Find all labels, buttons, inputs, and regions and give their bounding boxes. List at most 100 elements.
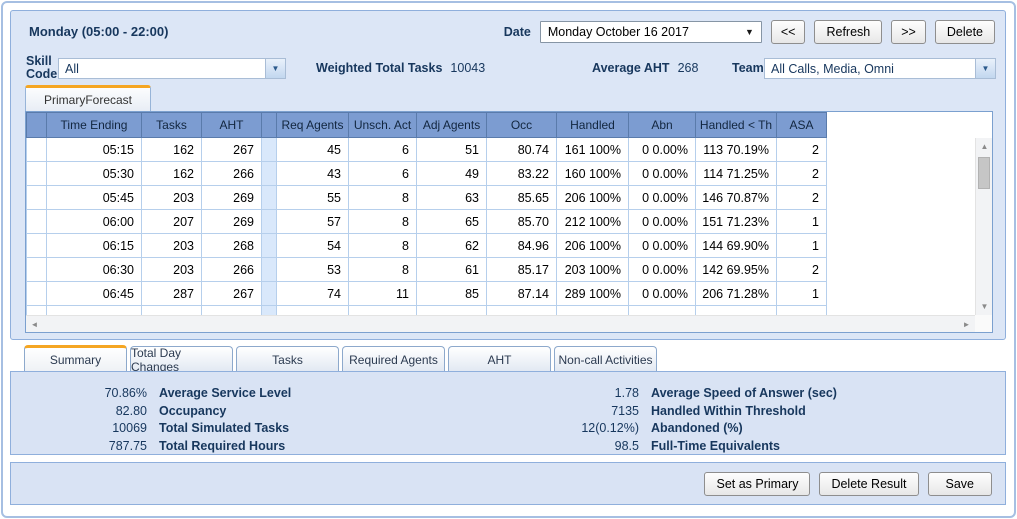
tab-total-day-changes[interactable]: Total Day Changes: [130, 346, 233, 374]
delete-result-button[interactable]: Delete Result: [819, 471, 919, 496]
cell-unsch-act: 8: [348, 257, 417, 282]
table-row[interactable]: 05:30 162 266 43 6 49 83.22 160 100% 0 0…: [26, 161, 827, 186]
cell-adj-agents: 63: [416, 185, 487, 210]
set-as-primary-button[interactable]: Set as Primary: [704, 471, 811, 496]
summary-right-column: 1.78 Average Speed of Answer (sec) 7135 …: [503, 385, 837, 454]
filters-row: Skill Code All ▼ Weighted Total Tasks 10…: [11, 53, 1005, 89]
cell-tasks: 203: [141, 233, 202, 258]
cell-handled-th: 114 71.25%: [695, 161, 777, 186]
cell-asa: 2: [776, 137, 827, 162]
cell-asa: [776, 305, 827, 315]
scroll-right-icon[interactable]: ►: [962, 320, 971, 329]
cell-occ: 80.74: [486, 137, 557, 162]
refresh-button[interactable]: Refresh: [814, 20, 883, 44]
cell-aht: [201, 305, 262, 315]
cell-asa: 2: [776, 185, 827, 210]
cell-aht: 267: [201, 137, 262, 162]
summary-item: 787.75 Total Required Hours: [11, 438, 503, 455]
weighted-total-tasks: Weighted Total Tasks 10043: [316, 61, 485, 75]
date-select[interactable]: Monday October 16 2017 ▼: [539, 21, 762, 43]
chevron-down-icon[interactable]: ▼: [975, 59, 995, 78]
cell-handled: 160 100%: [556, 161, 629, 186]
cell-abn: 0 0.00%: [628, 281, 696, 306]
forecast-grid: Time Ending Tasks AHT Req Agents Unsch. …: [25, 111, 993, 333]
cell-unsch-act: 8: [348, 185, 417, 210]
save-button[interactable]: Save: [927, 471, 992, 496]
summary-value: 82.80: [115, 403, 147, 418]
cell-time-ending: 05:30: [46, 161, 142, 186]
summary-label: Handled Within Threshold: [651, 403, 806, 418]
summary-label: Total Simulated Tasks: [159, 421, 290, 436]
table-row[interactable]: 05:45 203 269 55 8 63 85.65 206 100% 0 0…: [26, 185, 827, 210]
page-title: Monday (05:00 - 22:00): [29, 24, 169, 39]
row-selector-cell: [26, 185, 47, 210]
header-asa: ASA: [776, 112, 827, 138]
separator-cell: [261, 281, 277, 306]
average-aht-label: Average AHT: [592, 61, 670, 75]
tab-required-agents[interactable]: Required Agents: [342, 346, 445, 372]
cell-time-ending: 06:00: [46, 209, 142, 234]
cell-handled: [556, 305, 629, 315]
cell-req-agents: 45: [276, 137, 349, 162]
cell-aht: 269: [201, 209, 262, 234]
summary-item: 98.5 Full-Time Equivalents: [503, 438, 837, 455]
chevron-down-icon: ▼: [744, 27, 754, 37]
tab-non-call-activities[interactable]: Non-call Activities: [554, 346, 657, 372]
cell-adj-agents: [416, 305, 487, 315]
scroll-down-icon[interactable]: ▼: [980, 302, 989, 311]
vertical-scrollbar[interactable]: ▲ ▼: [975, 138, 992, 315]
table-row[interactable]: 05:15 162 267 45 6 51 80.74 161 100% 0 0…: [26, 137, 827, 162]
grid-viewport: Time Ending Tasks AHT Req Agents Unsch. …: [26, 112, 975, 315]
tab-aht[interactable]: AHT: [448, 346, 551, 372]
skill-code-combobox[interactable]: All ▼: [58, 58, 286, 79]
separator-cell: [261, 257, 277, 282]
cell-asa: 1: [776, 209, 827, 234]
summary-label: Full-Time Equivalents: [651, 438, 780, 453]
row-selector-cell: [26, 257, 47, 282]
cell-abn: 0 0.00%: [628, 209, 696, 234]
cell-time-ending: 06:15: [46, 233, 142, 258]
cell-aht: 269: [201, 185, 262, 210]
summary-label: Occupancy: [159, 403, 227, 418]
vertical-scroll-thumb[interactable]: [978, 157, 990, 189]
summary-value: 787.75: [108, 438, 147, 453]
separator-cell: [261, 209, 277, 234]
cell-handled: 212 100%: [556, 209, 629, 234]
delete-button[interactable]: Delete: [934, 20, 995, 44]
tab-tasks[interactable]: Tasks: [236, 346, 339, 372]
table-row[interactable]: 06:30 203 266 53 8 61 85.17 203 100% 0 0…: [26, 257, 827, 282]
cell-handled-th: 144 69.90%: [695, 233, 777, 258]
team-combobox[interactable]: All Calls, Media, Omni ▼: [764, 58, 996, 79]
table-row[interactable]: 06:00 207 269 57 8 65 85.70 212 100% 0 0…: [26, 209, 827, 234]
tab-primary-forecast[interactable]: PrimaryForecast: [25, 85, 151, 111]
cell-abn: [628, 305, 696, 315]
cell-tasks: 203: [141, 257, 202, 282]
cell-handled-th: 113 70.19%: [695, 137, 777, 162]
tab-summary[interactable]: Summary: [24, 345, 127, 372]
table-row[interactable]: 06:45 287 267 74 11 85 87.14 289 100% 0 …: [26, 281, 827, 306]
table-row[interactable]: [26, 305, 827, 315]
table-row[interactable]: 06:15 203 268 54 8 62 84.96 206 100% 0 0…: [26, 233, 827, 258]
cell-occ: 84.96: [486, 233, 557, 258]
header-req-agents: Req Agents: [276, 112, 349, 138]
cell-handled: 161 100%: [556, 137, 629, 162]
cell-tasks: 162: [141, 137, 202, 162]
scroll-up-icon[interactable]: ▲: [980, 142, 989, 151]
separator-cell: [261, 305, 277, 315]
row-selector-cell: [26, 233, 47, 258]
row-selector-cell: [26, 209, 47, 234]
header-separator: [261, 112, 277, 138]
forecast-table-body: 05:15 162 267 45 6 51 80.74 161 100% 0 0…: [26, 137, 827, 315]
header-blank: [26, 112, 47, 138]
cell-req-agents: 54: [276, 233, 349, 258]
header-handled: Handled: [556, 112, 629, 138]
previous-day-button[interactable]: <<: [770, 20, 806, 44]
team-value: All Calls, Media, Omni: [771, 61, 894, 76]
next-day-button[interactable]: >>: [891, 20, 926, 44]
chevron-down-icon[interactable]: ▼: [265, 59, 285, 78]
scroll-left-icon[interactable]: ◄: [30, 320, 39, 329]
summary-label: Abandoned (%): [651, 421, 743, 436]
cell-req-agents: 53: [276, 257, 349, 282]
cell-asa: 1: [776, 281, 827, 306]
horizontal-scrollbar[interactable]: ◄ ►: [26, 315, 975, 332]
